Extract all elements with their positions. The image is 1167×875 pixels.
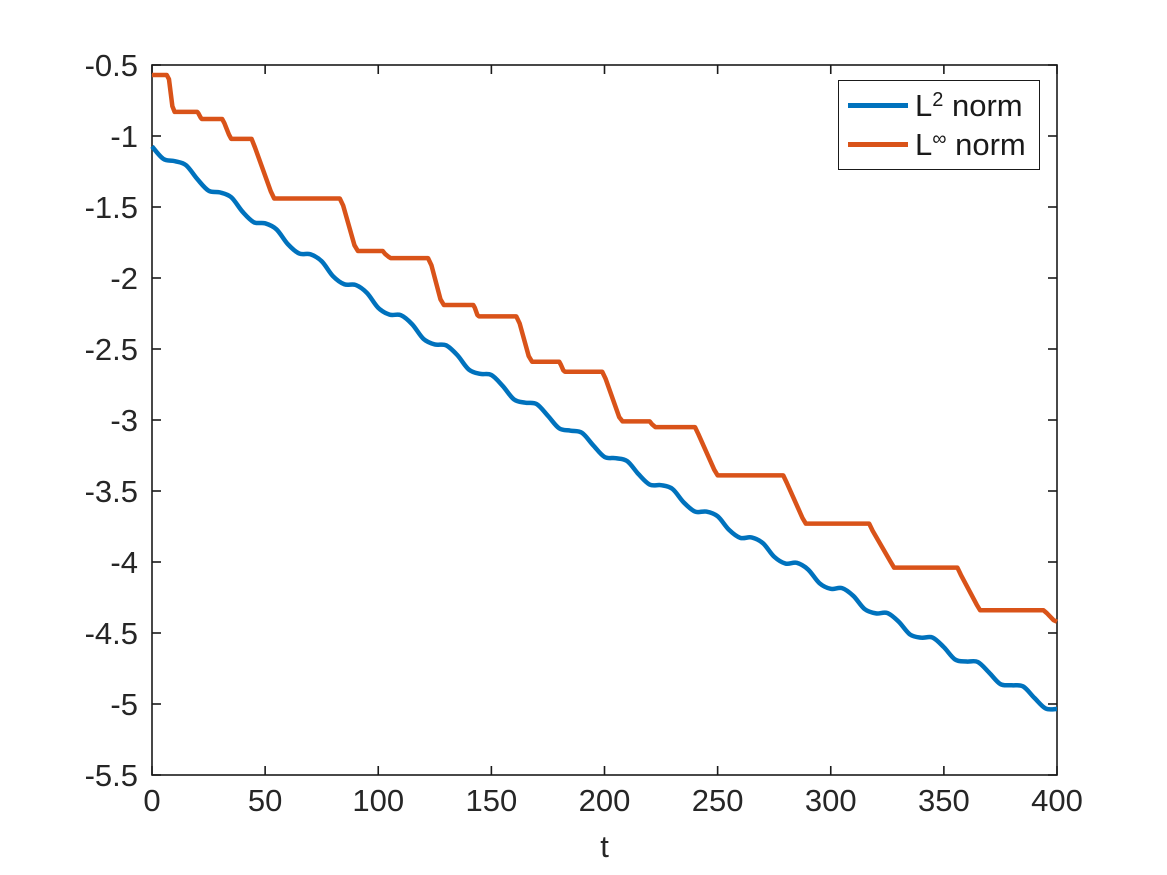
y-tick-label: -5.5	[85, 758, 138, 793]
legend-entry-1: L∞ norm	[848, 129, 1039, 160]
axes-box	[151, 64, 1058, 776]
y-tick-label: -2.5	[85, 332, 138, 367]
x-tick-label: 50	[248, 783, 282, 818]
x-tick-label: 300	[805, 783, 857, 818]
y-tick-label: -4.5	[85, 616, 138, 651]
legend-entry-0: L2 norm	[848, 90, 1039, 121]
x-tick-label: 200	[579, 783, 631, 818]
legend-box: L2 norm L∞ norm	[838, 80, 1040, 170]
y-tick-label: -1.5	[85, 190, 138, 225]
y-tick-label: -3.5	[85, 474, 138, 509]
x-axis-label: t	[600, 829, 609, 864]
y-tick-label: -5	[110, 687, 138, 722]
y-tick-label: -0.5	[85, 48, 138, 83]
y-tick-label: -2	[110, 261, 138, 296]
x-tick-label: 350	[918, 783, 970, 818]
y-tick-label: -1	[110, 119, 138, 154]
x-tick-label: 100	[352, 783, 404, 818]
x-tick-label: 400	[1031, 783, 1083, 818]
legend-entry-label: L∞ norm	[915, 127, 1026, 163]
x-tick-label: 0	[143, 783, 160, 818]
y-tick-label: -4	[110, 545, 138, 580]
legend-line-sample	[848, 142, 908, 148]
x-tick-label: 150	[466, 783, 518, 818]
legend-line-sample	[848, 102, 908, 108]
legend-entry-label: L2 norm	[915, 87, 1023, 123]
series-line-1	[152, 72, 1058, 624]
y-tick-label: -3	[110, 403, 138, 438]
series-line-0	[150, 144, 1058, 712]
x-tick-label: 250	[692, 783, 744, 818]
